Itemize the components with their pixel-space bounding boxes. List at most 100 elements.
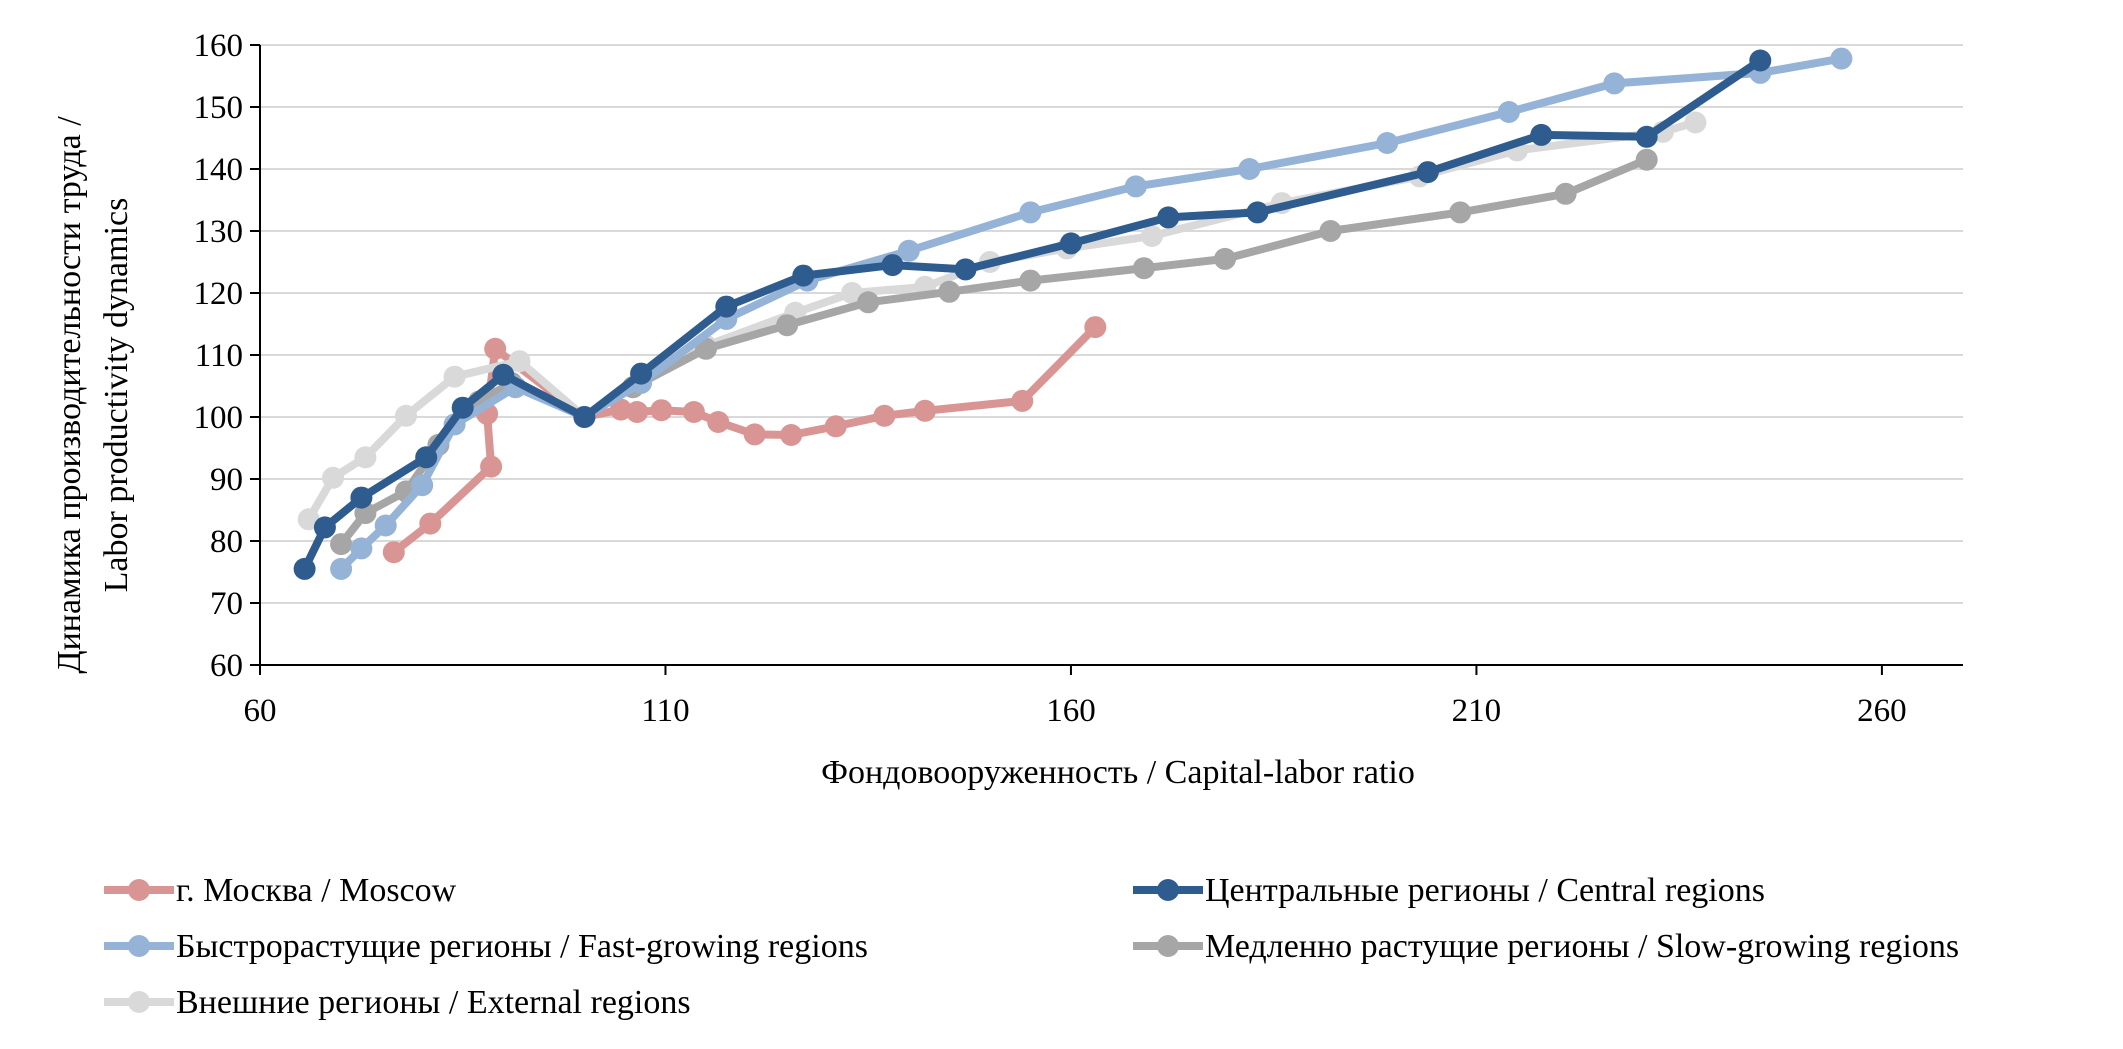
x-axis-title: Фондовооруженность / Capital-labor ratio [821, 754, 1415, 791]
data-point-external-1 [322, 466, 344, 489]
data-point-moscow-13 [824, 415, 847, 438]
data-point-fast-growing-10 [897, 239, 920, 262]
data-point-central-13 [1157, 206, 1180, 229]
data-point-slow-growing-18 [1635, 148, 1658, 171]
data-point-fast-growing-3 [411, 474, 434, 497]
data-point-central-11 [954, 258, 977, 281]
data-point-external-19 [1684, 111, 1707, 134]
data-point-moscow-16 [1011, 389, 1034, 412]
data-point-slow-growing-12 [1019, 269, 1042, 292]
legend-label-external: Внешние регионы / External regions [176, 984, 691, 1021]
x-tick-label-110: 110 [641, 693, 689, 729]
data-point-central-0 [293, 557, 316, 580]
y-tick-label-100: 100 [194, 400, 244, 436]
data-point-moscow-9 [682, 401, 705, 423]
x-tick-label-210: 210 [1452, 693, 1502, 729]
data-point-central-2 [350, 486, 373, 509]
data-point-slow-growing-10 [857, 291, 880, 314]
y-axis-title-line-2: Labor productivity dynamics [98, 198, 135, 593]
y-tick-label-60: 60 [210, 648, 243, 684]
data-point-central-14 [1246, 201, 1269, 224]
y-tick-label-160: 160 [194, 28, 244, 64]
series-slow-growing [330, 148, 1658, 556]
legend-label-central: Центральные регионы / Central regions [1205, 872, 1765, 909]
data-point-moscow-6 [609, 398, 632, 421]
y-tick-label-120: 120 [194, 276, 244, 312]
y-tick-label-130: 130 [194, 214, 244, 250]
data-point-moscow-12 [780, 424, 803, 446]
data-point-moscow-14 [873, 404, 896, 427]
gridlines [260, 44, 1963, 604]
data-point-central-17 [1635, 125, 1658, 148]
series-line-external [304, 118, 1700, 524]
data-point-slow-growing-16 [1449, 201, 1472, 224]
legend-item-central[interactable]: Центральные регионы / Central regions [1133, 872, 1765, 909]
data-point-fast-growing-11 [1019, 201, 1042, 224]
data-point-fast-growing-14 [1376, 132, 1399, 154]
series-line-moscow [389, 323, 1100, 557]
data-point-moscow-11 [743, 423, 766, 446]
y-tick-label-150: 150 [194, 90, 244, 126]
data-point-slow-growing-11 [938, 280, 961, 303]
series-fast-growing [330, 47, 1853, 580]
y-tick-label-110: 110 [195, 338, 243, 374]
data-point-central-7 [630, 362, 653, 385]
data-point-central-15 [1416, 161, 1439, 184]
data-point-fast-growing-15 [1497, 101, 1520, 123]
data-point-fast-growing-18 [1830, 47, 1853, 70]
series-moscow [382, 316, 1107, 564]
data-point-external-14 [1141, 225, 1163, 247]
x-tick-label-260: 260 [1857, 693, 1907, 729]
legend-label-slow-growing: Медленно растущие регионы / Slow-growing… [1205, 928, 1959, 965]
data-point-slow-growing-0 [330, 533, 353, 556]
x-tick-label-60: 60 [244, 693, 277, 729]
x-tick-label-160: 160 [1046, 693, 1096, 729]
y-tick-label-140: 140 [194, 152, 244, 188]
data-point-slow-growing-13 [1132, 257, 1155, 280]
y-tick-label-90: 90 [210, 462, 243, 498]
data-point-slow-growing-14 [1214, 247, 1236, 270]
legend-item-external[interactable]: Внешние регионы / External regions [104, 984, 691, 1021]
data-point-moscow-2 [480, 455, 503, 478]
data-point-moscow-1 [419, 512, 442, 535]
legend: г. Москва / Moscow Быстрорастущие регион… [104, 872, 1959, 1021]
y-tick-label-80: 80 [210, 524, 243, 560]
data-point-moscow-17 [1084, 316, 1107, 339]
data-point-fast-growing-12 [1124, 175, 1147, 198]
data-point-central-18 [1749, 49, 1772, 72]
data-point-external-4 [443, 365, 466, 388]
data-point-central-12 [1060, 232, 1082, 255]
data-point-moscow-0 [382, 541, 405, 564]
data-point-moscow-10 [707, 411, 730, 433]
data-point-central-3 [415, 446, 438, 469]
data-point-fast-growing-13 [1238, 158, 1261, 180]
x-tick-labels: 60 110 160 210 260 [244, 665, 1907, 729]
data-point-moscow-4 [484, 337, 507, 360]
legend-label-moscow: г. Москва / Moscow [176, 872, 457, 909]
legend-label-fast-growing: Быстрорастущие регионы / Fast-growing re… [176, 928, 868, 965]
series-external [297, 111, 1707, 531]
data-point-central-6 [573, 406, 596, 428]
data-point-slow-growing-17 [1554, 182, 1577, 205]
data-point-central-9 [792, 264, 815, 287]
series-central [293, 49, 1772, 580]
y-tick-label-70: 70 [210, 586, 243, 622]
data-point-external-3 [395, 404, 417, 427]
data-point-moscow-15 [914, 399, 936, 422]
data-point-slow-growing-15 [1319, 220, 1342, 242]
legend-item-fast-growing[interactable]: Быстрорастущие регионы / Fast-growing re… [104, 928, 868, 965]
legend-item-slow-growing[interactable]: Медленно растущие регионы / Slow-growing… [1133, 928, 1959, 965]
y-axis-title-line-1: Динамика производительности труда / [51, 116, 88, 674]
data-point-external-5 [508, 350, 531, 373]
data-point-central-4 [451, 396, 474, 419]
data-point-fast-growing-2 [374, 514, 397, 537]
data-point-central-10 [881, 254, 904, 277]
y-tick-labels: 60 70 80 90 100 110 120 130 140 150 160 [194, 28, 260, 684]
data-point-central-16 [1530, 123, 1553, 146]
legend-item-moscow[interactable]: г. Москва / Moscow [104, 872, 457, 909]
data-point-fast-growing-1 [350, 537, 373, 560]
data-point-external-2 [354, 446, 377, 469]
data-point-moscow-7 [626, 401, 649, 423]
data-point-central-1 [313, 516, 336, 539]
